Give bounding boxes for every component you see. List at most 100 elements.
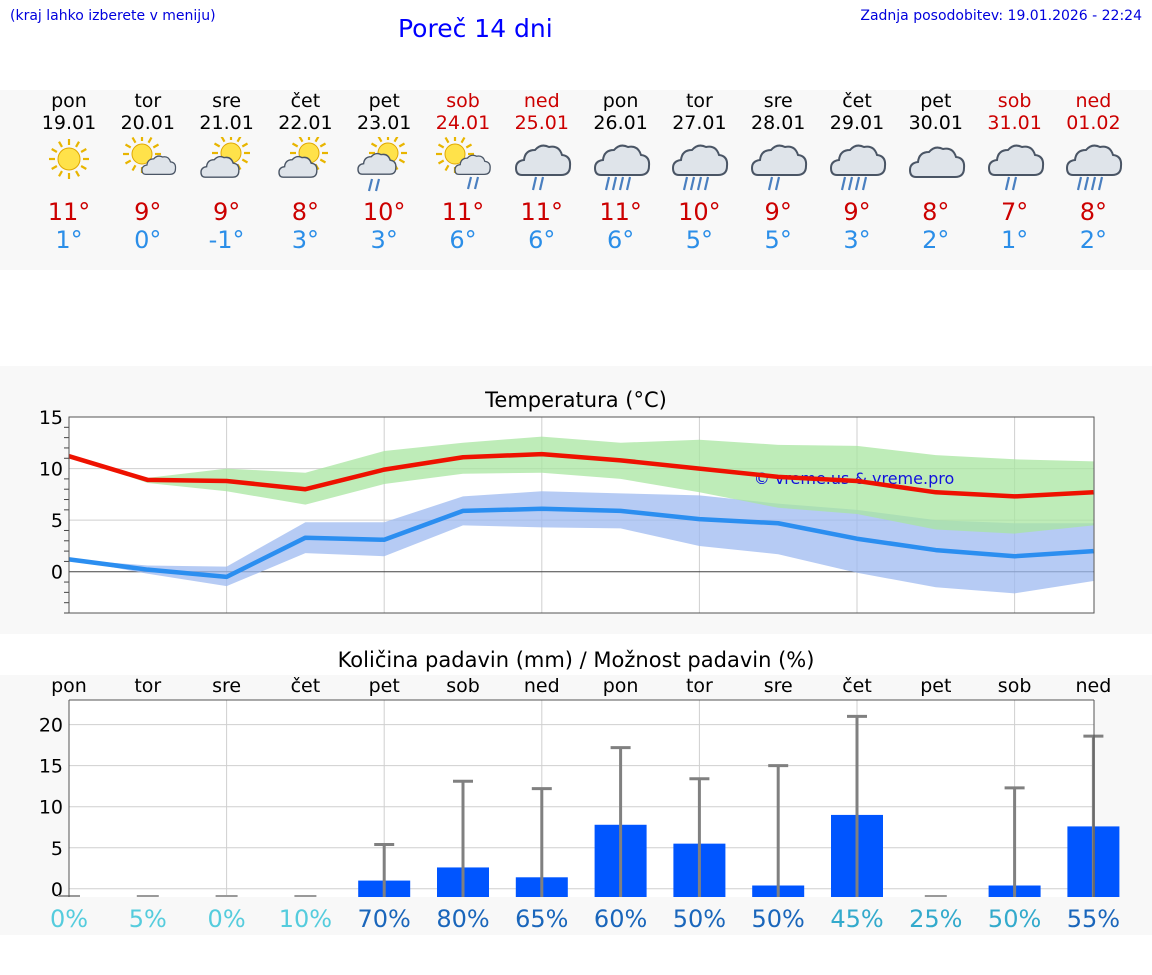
y-tick-label: 5 — [51, 510, 63, 532]
min-temperature-range — [69, 491, 1094, 594]
category-label: sob — [446, 675, 480, 697]
category-label: tor — [686, 675, 713, 697]
max-temperature: 10° — [678, 198, 721, 226]
min-temperature: 3° — [291, 226, 320, 254]
max-temperature: 9° — [212, 198, 241, 226]
sun-cloud-icon — [118, 135, 178, 197]
day-date: 24.01 — [435, 112, 491, 134]
max-temperature: 9° — [134, 198, 162, 226]
category-label: tor — [134, 675, 161, 697]
max-temperature-line — [68, 451, 1094, 499]
day-date: 23.01 — [356, 112, 412, 134]
max-temperature-range — [69, 436, 1094, 534]
category-label: sre — [764, 675, 793, 697]
cloud-icon — [906, 137, 966, 197]
y-tick-label: 5 — [51, 838, 63, 860]
day-date: 20.01 — [120, 112, 175, 134]
location-hint: (kraj lahko izberete v meniju) — [10, 8, 216, 24]
probability-label: 25% — [909, 905, 962, 933]
max-temperature: 9° — [764, 198, 792, 226]
max-temperature: 11° — [599, 198, 642, 226]
day-date: 01.02 — [1066, 112, 1121, 134]
min-temperature-line — [68, 506, 1094, 580]
sun-icon — [39, 137, 99, 197]
day-date: 21.01 — [199, 112, 254, 134]
temperature-chart: 0 5 10 15 © vreme.us & vreme.pro — [39, 407, 1095, 614]
max-temperature: 8° — [291, 198, 320, 226]
category-label: čet — [291, 675, 321, 697]
y-tick-label: 0 — [51, 562, 63, 584]
category-label: ned — [1076, 675, 1112, 697]
probability-label: 45% — [830, 905, 883, 933]
day-date: 28.01 — [750, 112, 806, 134]
day-name: pon — [51, 90, 87, 112]
probability-label: 50% — [673, 905, 726, 933]
cloud-heavy-rain-icon — [591, 137, 651, 197]
max-temperature: 11° — [520, 198, 564, 226]
y-tick-label: 20 — [39, 715, 63, 737]
max-temperature: 9° — [843, 198, 871, 226]
min-temperature: 3° — [370, 226, 398, 254]
watermark: © vreme.us & vreme.pro — [754, 469, 955, 488]
cloud-light-rain-icon — [985, 137, 1045, 197]
day-date: 19.01 — [41, 112, 97, 134]
y-tick-label: 15 — [39, 407, 63, 429]
day-date: 27.01 — [672, 112, 727, 134]
day-date: 22.01 — [278, 112, 333, 134]
day-name: čet — [290, 90, 321, 112]
plot-area — [69, 700, 1094, 897]
day-name: čet — [842, 90, 872, 112]
probability-label: 55% — [1067, 905, 1120, 933]
day-name: tor — [685, 90, 713, 112]
min-temperature: 2° — [1079, 226, 1108, 254]
min-temperature: 6° — [449, 226, 477, 254]
y-tick-label: 10 — [39, 797, 63, 819]
sun-cloud-rain-icon — [433, 135, 493, 197]
day-name: ned — [1075, 90, 1112, 112]
cloud-heavy-rain-icon — [827, 137, 887, 197]
max-temperature: 8° — [1079, 198, 1108, 226]
day-name: sre — [212, 90, 242, 112]
y-tick-label: 15 — [39, 756, 63, 778]
min-temperature: 5° — [685, 226, 714, 254]
min-temperature: 1° — [1000, 226, 1029, 254]
category-label: čet — [842, 675, 872, 697]
partly-cloudy-rain-icon — [354, 134, 414, 197]
cloud-light-rain-icon — [512, 137, 572, 197]
max-temperature: 7° — [1000, 198, 1029, 226]
cloud-heavy-rain-icon — [1063, 137, 1123, 197]
day-name: sob — [446, 90, 480, 112]
probability-label: 50% — [988, 905, 1041, 933]
probability-label: 50% — [752, 905, 805, 933]
day-date: 25.01 — [514, 112, 569, 134]
min-temperature: 6° — [606, 226, 635, 254]
category-label: pet — [920, 675, 951, 697]
min-temperature: 3° — [843, 226, 871, 254]
day-name: sob — [997, 90, 1032, 112]
min-temperature: 5° — [764, 226, 792, 254]
day-name: pet — [368, 90, 400, 112]
plot-frame — [68, 416, 1095, 614]
day-name: tor — [134, 90, 162, 112]
category-label: pet — [369, 675, 400, 697]
category-label: ned — [524, 675, 560, 697]
day-name: pet — [920, 90, 952, 112]
last-updated: Zadnja posodobitev: 19.01.2026 - 22:24 — [860, 8, 1142, 24]
probability-label: 0% — [50, 905, 88, 933]
partly-cloudy-icon — [197, 134, 257, 197]
category-label: pon — [603, 675, 639, 697]
cloud-light-rain-icon — [748, 137, 808, 197]
partly-cloudy-icon — [275, 134, 335, 197]
day-date: 31.01 — [987, 112, 1042, 134]
day-name: ned — [523, 90, 560, 112]
category-label: sob — [998, 675, 1032, 697]
page-title: Poreč 14 dni — [398, 14, 553, 43]
min-temperature: 0° — [134, 226, 162, 254]
temperature-chart-title: Temperatura (°C) — [485, 388, 667, 412]
probability-label: 60% — [594, 905, 647, 933]
day-date: 26.01 — [593, 112, 648, 134]
max-temperature: 10° — [362, 198, 406, 226]
day-name: sre — [763, 90, 793, 112]
max-temperature: 11° — [441, 198, 485, 226]
min-temperature: 6° — [528, 226, 556, 254]
